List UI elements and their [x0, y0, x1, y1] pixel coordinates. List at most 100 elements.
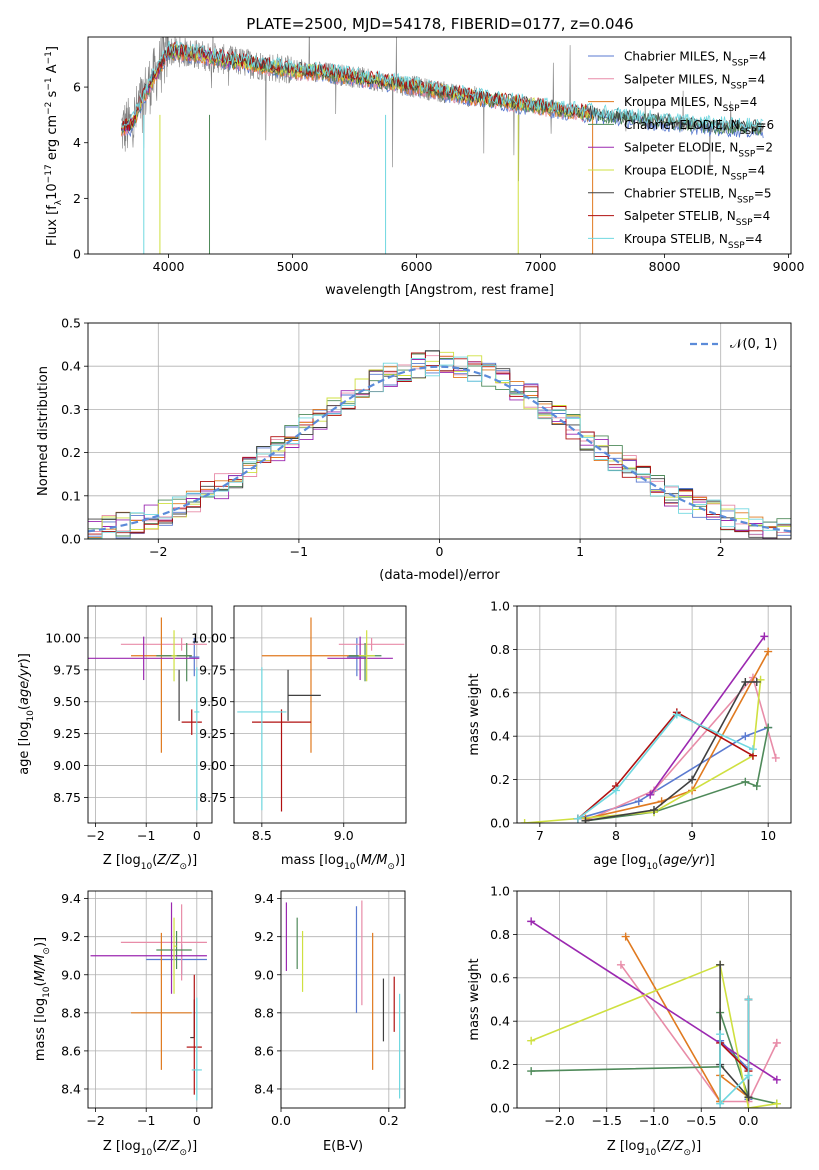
y-tick-label: 9.0: [254, 967, 274, 982]
y-tick-label: 0.1: [61, 488, 81, 503]
y-tick-label: 9.75: [53, 662, 81, 677]
weight-line-1: [585, 675, 777, 822]
y-tick-label: 10.00: [191, 630, 227, 645]
x-axis-label: wavelength [Angstrom, rest frame]: [325, 283, 554, 298]
label-part: =4: [745, 232, 763, 246]
weight-marker: [634, 797, 643, 806]
axes-frame: [87, 605, 213, 824]
y-tick-label: 4: [73, 135, 81, 150]
y-tick-label: 8.6: [254, 1043, 274, 1058]
weight-marker: [772, 1038, 781, 1047]
weight-marker: [744, 1071, 753, 1080]
label-part: (: [658, 853, 663, 868]
label-part: =2: [755, 141, 773, 155]
label-part: SSP: [738, 150, 755, 160]
weight-marker: [581, 816, 590, 823]
label-part: −2: [44, 102, 54, 115]
y-tick-label: 0.2: [490, 1057, 510, 1072]
y-tick-label: 0.0: [490, 816, 510, 831]
axes-spectrum: 4000 5000 6000 7000 8000 9000 0 2 4 6 wavelength […: [44, 36, 804, 298]
label-part: Z [log: [103, 1139, 141, 1154]
label-part: A: [45, 64, 60, 77]
figure-title: PLATE=2500, MJD=54178, FIBERID=0177, z=0…: [246, 15, 633, 33]
y-tick-label: 0.0: [490, 1101, 510, 1116]
plot-area: [520, 632, 780, 823]
y-tick-label: 9.75: [199, 662, 227, 677]
weight-marker: [650, 805, 658, 814]
x-axis-label: Z [log10(Z/Z⊙)]: [103, 853, 197, 872]
label-part: Flux [f: [45, 205, 60, 246]
axes-frame: [87, 890, 213, 1109]
label-part: =4: [747, 72, 765, 86]
label-part: SSP: [736, 218, 753, 228]
weight-line-4: [530, 920, 778, 1081]
x-tick-label: −2: [149, 544, 167, 559]
label-part: Chabrier STELIB, N: [624, 186, 737, 200]
label-part: SSP: [737, 195, 754, 205]
label-part: Kroupa STELIB, N: [624, 232, 728, 246]
x-tick-label: −0.5: [686, 1113, 716, 1128]
legend-entry: Salpeter STELIB, NSSP=4: [624, 209, 770, 228]
x-axis-label: (data-model)/error: [379, 568, 500, 583]
x-axis-label: mass [log10(M/M⊙)]: [281, 853, 405, 872]
y-tick-label: 9.2: [254, 929, 274, 944]
axes-frame: [87, 36, 792, 255]
y-tick-label: 0.2: [490, 772, 510, 787]
weight-marker: [744, 1104, 753, 1108]
x-axis-label: E(B-V): [323, 1139, 363, 1154]
y-tick-label: 1.0: [490, 884, 510, 899]
weight-marker: [520, 819, 529, 823]
x-axis-label: Z [log10(Z/Z⊙)]: [607, 1139, 701, 1158]
weight-marker: [716, 960, 725, 969]
label-part: age [log: [17, 722, 32, 775]
label-part: ⊙: [179, 1148, 187, 1158]
x-tick-label: 8: [612, 828, 620, 843]
y-tick-label: 2: [73, 191, 81, 206]
x-tick-label: 1: [576, 544, 584, 559]
y-tick-label: 8.8: [61, 1005, 81, 1020]
label-part: Z [log: [607, 1139, 645, 1154]
weight-marker: [748, 745, 757, 754]
label-part: =5: [754, 186, 772, 200]
x-tick-label: 9.0: [334, 828, 354, 843]
label-part: )]: [705, 853, 715, 868]
plot-area: [90, 902, 207, 1101]
plot-area: [527, 917, 781, 1108]
axes-weight-vs-age: 7 8 9 10 0.0 0.2 0.4 0.6 0.8 1.0 mass weight age [l…: [467, 599, 792, 872]
weight-marker: [764, 647, 773, 656]
plot-area: [88, 350, 791, 539]
weight-line-3: [585, 727, 769, 822]
x-tick-label: 8.5: [252, 828, 272, 843]
y-tick-label: 8.6: [61, 1043, 81, 1058]
axes-age-vs-mass: 8.5 9.0 8.75 9.00 9.25 9.50 9.75 10.00 mass [log…: [191, 605, 407, 872]
legend-entry: Chabrier ELODIE, NSSP=6: [624, 118, 774, 137]
label-part: (: [17, 705, 32, 710]
y-tick-label: 0.0: [61, 532, 81, 547]
axes-mass-vs-EBV: 0.0 0.2 8.4 8.6 8.8 9.0 9.2 9.4 E(B-V): [254, 890, 406, 1154]
weight-marker: [764, 723, 773, 732]
x-tick-label: 9: [688, 828, 696, 843]
legend-entry: Chabrier MILES, NSSP=4: [624, 50, 766, 69]
plot-area: [237, 617, 405, 812]
y-tick-label: 0.4: [61, 359, 81, 374]
y-tick-label: 0.8: [490, 642, 510, 657]
y-tick-label: 9.4: [254, 891, 274, 906]
axes-frame: [516, 605, 792, 824]
x-tick-label: −2: [86, 1113, 104, 1128]
legend-entry: Kroupa STELIB, NSSP=4: [624, 232, 762, 251]
weight-marker: [772, 1075, 781, 1084]
label-part: Z/Z: [156, 853, 180, 868]
label-part: (: [656, 1139, 661, 1154]
y-tick-label: 9.0: [61, 967, 81, 982]
label-part: 10: [646, 862, 658, 872]
x-tick-label: −1: [290, 544, 308, 559]
weight-marker: [527, 1067, 536, 1076]
weight-marker: [621, 932, 630, 941]
x-tick-label: 6000: [401, 259, 433, 274]
label-part: 10: [45, 183, 60, 200]
label-part: age/yr: [17, 662, 32, 705]
label-part: Z [log: [103, 853, 141, 868]
y-tick-label: 0: [73, 247, 81, 262]
